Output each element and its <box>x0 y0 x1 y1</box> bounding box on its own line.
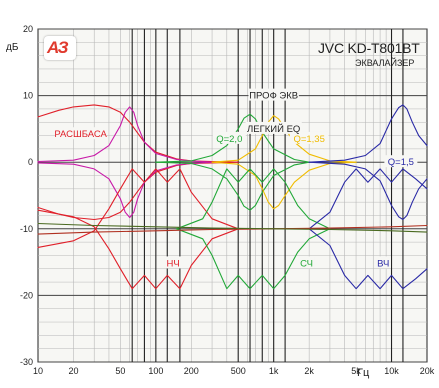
y-axis-label: дБ <box>6 42 19 53</box>
annotation-background <box>55 127 106 140</box>
x-tick-label: 5k <box>351 366 361 376</box>
series-line-tilt-bright <box>37 222 428 233</box>
y-tick-label: -10 <box>20 224 33 234</box>
y-tick-label: -30 <box>20 357 33 367</box>
y-tick-label: -20 <box>20 290 33 300</box>
series-line-prof-high-plus <box>308 104 428 163</box>
series-line-easy-high-minus <box>308 228 428 290</box>
x-tick-label: 10 <box>33 366 43 376</box>
x-tick-label: 100 <box>148 366 163 376</box>
annotation-background <box>289 131 329 144</box>
x-tick-label: 1k <box>269 366 279 376</box>
x-tick-label: 50 <box>115 366 125 376</box>
annotation-label: Q=1,35 <box>293 134 324 145</box>
annotation-background <box>248 88 299 101</box>
y-tick-label: 20 <box>23 24 33 34</box>
series-line-easy-high-plus <box>308 168 428 230</box>
y-tick-label: 10 <box>23 91 33 101</box>
series-line-easy-low-minus <box>37 209 239 290</box>
x-axis-label: Гц <box>357 367 370 379</box>
series-layer <box>37 104 428 290</box>
annotation-background <box>212 131 246 144</box>
x-tick-label: 2k <box>304 366 314 376</box>
logo: АЗ <box>44 36 76 60</box>
tick-layer: 10 20 50 100 200 500 1k 2k 5k 10k 20k20100-10-20-3… <box>20 24 435 376</box>
logo-text: АЗ <box>47 38 69 57</box>
series-line-easy-low-plus <box>37 168 239 248</box>
series-line-prof-upmid-minus <box>211 161 357 210</box>
annotation-label: Q=1,5 <box>388 157 414 168</box>
series-line-prof-low-minus <box>37 161 213 219</box>
series-line-prof-upmid-plus <box>211 115 357 163</box>
y-tick-label: 0 <box>28 157 33 167</box>
chart-title: JVC KD-T801BT <box>318 40 420 56</box>
series-line-easy-mid-plus <box>176 168 331 230</box>
series-line-prof-mid-plus <box>155 113 310 163</box>
annotation-background <box>375 256 392 269</box>
series-line-prof-low-plus <box>37 106 213 163</box>
annotation-background <box>245 121 302 134</box>
annotation-label: ВЧ <box>377 258 389 269</box>
x-tick-label: 10k <box>384 366 399 376</box>
chart-subtitle: ЭКВАЛАЙЗЕР <box>355 58 415 68</box>
annotation-background <box>384 155 418 168</box>
annotation-label: ПРОФ ЭКВ <box>249 91 298 102</box>
x-tick-label: 200 <box>184 366 199 376</box>
annotation-label: Q=2,0 <box>216 134 242 145</box>
annotation-label: НЧ <box>166 258 179 269</box>
annotation-background <box>298 256 315 269</box>
annotation-label: ЛЕГКИЙ EQ <box>247 123 300 135</box>
x-tick-label: 20k <box>420 366 435 376</box>
x-tick-label: 20 <box>68 366 78 376</box>
annotation-label: РАСШБАСА <box>54 129 107 140</box>
plot-area <box>37 28 428 363</box>
annotation-layer: РАСШБАСА ПРОФ ЭКВ Q=2,0 Q=1,35 Q=1,5 ЛЕГКИЙ E… <box>54 88 418 269</box>
annotation-label: СЧ <box>300 258 313 269</box>
series-line-easy-mid-minus <box>176 228 331 290</box>
series-line-tilt-warm <box>37 224 428 235</box>
annotation-background <box>165 256 181 269</box>
x-tick-label: 500 <box>231 366 246 376</box>
series-line-prof-high-minus <box>308 161 428 221</box>
